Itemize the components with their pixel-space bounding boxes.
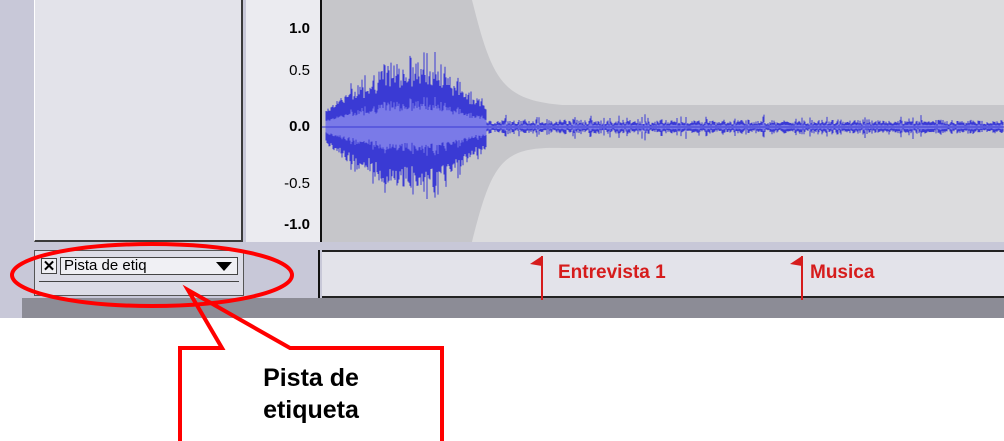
vertical-amplitude-ruler: 1.0 0.5 0.0 -0.5 -1.0 [246, 0, 322, 242]
label-flag-icon[interactable] [788, 254, 812, 300]
callout-line: Pista de [263, 364, 359, 392]
audio-waveform[interactable] [322, 0, 1004, 242]
window-bottom-edge [22, 298, 1004, 318]
envelope-upper-region [472, 0, 1004, 105]
track-name-menu-button[interactable]: Pista de etiq [60, 257, 238, 275]
label-track-info-panel[interactable]: ✕ Pista de etiq [34, 250, 244, 296]
track-separator [34, 242, 1004, 250]
panel-divider [39, 281, 239, 282]
track-name-label: Pista de etiq [64, 257, 147, 274]
label-track-ruler-gap [246, 250, 320, 298]
label-flag-icon[interactable] [528, 254, 552, 300]
callout-text: Pista de etiqueta [180, 362, 442, 426]
ruler-label: 1.0 [289, 20, 310, 37]
close-track-button[interactable]: ✕ [41, 258, 57, 275]
callout-line: etiqueta [263, 396, 359, 424]
ruler-label: 0.5 [289, 62, 310, 79]
ruler-label: -0.5 [284, 175, 310, 192]
dropdown-arrow-icon [216, 262, 232, 271]
label-text[interactable]: Entrevista 1 [558, 262, 666, 283]
envelope-lower-region [472, 147, 1004, 242]
ruler-label: 0.0 [289, 118, 310, 135]
ruler-label: -1.0 [284, 216, 310, 233]
highlight-ellipse [10, 242, 294, 308]
label-track-area[interactable]: Entrevista 1 Musica [322, 250, 1004, 300]
callout-box-outline [178, 284, 444, 441]
label-text[interactable]: Musica [810, 262, 875, 283]
audio-track-info-panel[interactable] [34, 0, 243, 242]
waveform-samples [322, 52, 1004, 199]
